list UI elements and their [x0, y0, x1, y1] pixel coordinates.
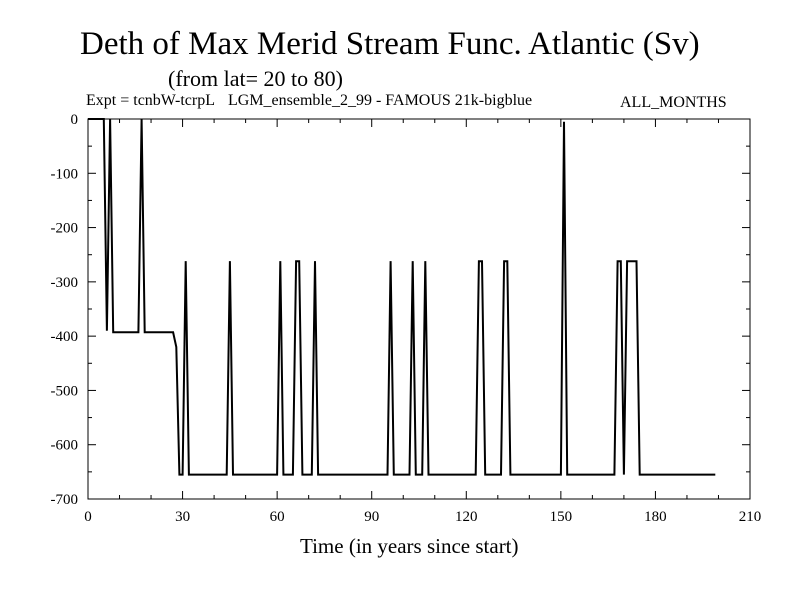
experiment-label: Expt = tcnbW-tcrpL [86, 92, 215, 109]
y-tick-label: -600 [51, 438, 79, 454]
y-tick-label: -100 [51, 166, 79, 182]
months-label: ALL_MONTHS [620, 94, 727, 111]
x-tick-label: 210 [739, 509, 762, 525]
y-tick-label: -300 [51, 275, 79, 291]
plot-frame [87, 118, 751, 500]
x-tick-label: 30 [175, 509, 190, 525]
y-tick-label: -700 [51, 492, 79, 508]
series-line [88, 118, 716, 476]
y-tick-label: -200 [51, 221, 79, 237]
chart-title: Deth of Max Merid Stream Func. Atlantic … [80, 26, 700, 62]
x-tick-label: 0 [84, 509, 92, 525]
y-tick-label: -500 [51, 383, 79, 399]
chart-subtitle: (from lat= 20 to 80) [168, 66, 343, 91]
axis-ticks [87, 118, 751, 500]
x-tick-label: 150 [550, 509, 573, 525]
x-tick-label: 120 [455, 509, 478, 525]
x-axis-label: Time (in years since start) [300, 534, 519, 558]
x-tick-label: 60 [270, 509, 285, 525]
y-tick-label: 0 [71, 112, 79, 128]
x-tick-label: 180 [644, 509, 667, 525]
y-tick-label: -400 [51, 329, 79, 345]
tick-labels: 0 30 60 90 120 150 180 210 0 -100 -200 -300 -400 -500… [51, 112, 762, 525]
run-info-label: LGM_ensemble_2_99 - FAMOUS 21k-bigblue [228, 92, 533, 109]
x-tick-label: 90 [364, 509, 379, 525]
